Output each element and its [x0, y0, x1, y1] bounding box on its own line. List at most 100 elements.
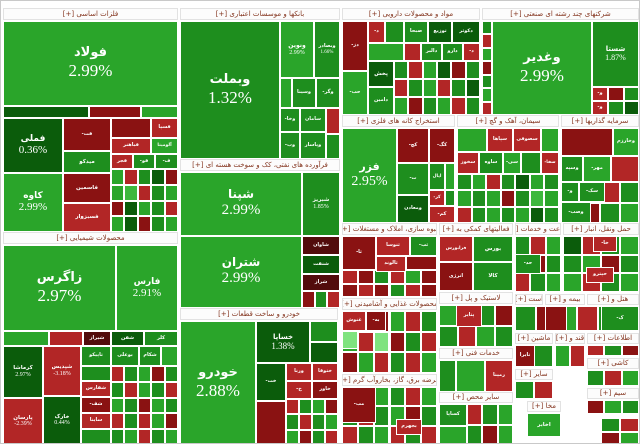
stock-tile-small[interactable]	[299, 429, 312, 443]
stock-tile-small[interactable]	[421, 283, 437, 297]
stock-tile-small[interactable]	[342, 425, 358, 443]
sector-header[interactable]: ماشین [+]	[515, 333, 553, 344]
stock-tile[interactable]: سامان	[300, 108, 326, 132]
stock-tile[interactable]: فت-	[63, 118, 111, 151]
stock-tile-small[interactable]	[437, 61, 452, 79]
stock-tile-small[interactable]	[500, 206, 516, 223]
stock-tile-small[interactable]	[587, 345, 605, 356]
stock-tile[interactable]: مهر-	[583, 156, 611, 182]
stock-tile-small[interactable]	[137, 184, 152, 201]
stock-tile[interactable]: رمپنا	[485, 360, 513, 392]
stock-tile-small[interactable]	[422, 97, 437, 115]
stock-tile-small[interactable]	[141, 106, 178, 118]
sector-header[interactable]: کاشی [+]	[587, 358, 639, 369]
stock-tile-small[interactable]	[124, 184, 138, 201]
stock-tile-small[interactable]	[124, 200, 138, 217]
stock-tile-small[interactable]	[310, 342, 338, 363]
stock-tile[interactable]: کم-	[429, 206, 455, 223]
stock-tile[interactable]: ساوه	[479, 152, 503, 174]
stock-tile-small[interactable]	[541, 128, 559, 152]
stock-tile[interactable]: شبریز 1.85%	[302, 172, 340, 236]
stock-tile-small[interactable]	[357, 425, 374, 443]
stock-tile-small[interactable]	[422, 79, 437, 97]
stock-tile-small[interactable]	[621, 345, 639, 356]
stock-tile[interactable]: ثا-	[342, 236, 376, 270]
stock-tile[interactable]: حد-	[515, 254, 541, 274]
sector-header[interactable]: شرکتهای چند رشته ای صنعتی [+]	[482, 8, 639, 20]
stock-tile-small[interactable]	[486, 190, 501, 207]
sector-header[interactable]: سایر [+]	[515, 369, 553, 380]
stock-tile-small[interactable]	[437, 97, 452, 115]
stock-tile-small[interactable]	[405, 270, 422, 284]
sector-header[interactable]: سرمایه گذاریها [+]	[561, 115, 639, 127]
stock-tile[interactable]: شاوان	[302, 236, 340, 255]
stock-tile[interactable]: شکام	[139, 346, 161, 366]
sector-header[interactable]: بیمه و [+]	[545, 294, 585, 305]
stock-tile[interactable]: ثب-	[410, 236, 437, 256]
stock-tile-small[interactable]	[421, 406, 437, 426]
sector-header[interactable]: سایر محص [+]	[439, 392, 513, 403]
sector-header[interactable]: هتل و [+]	[587, 294, 639, 305]
stock-tile-small[interactable]	[515, 273, 531, 292]
stock-tile-small[interactable]	[357, 352, 374, 373]
stock-tile-small[interactable]	[529, 206, 545, 223]
stock-tile-small[interactable]	[385, 21, 404, 43]
stock-tile[interactable]: حپترو	[586, 267, 614, 283]
sector-header[interactable]: سیم [+]	[587, 388, 639, 399]
stock-tile[interactable]: شپدیس -3.18%	[43, 346, 81, 396]
stock-tile-small[interactable]	[111, 169, 125, 185]
stock-tile-small[interactable]	[394, 61, 409, 79]
stock-tile[interactable]: کگ-	[429, 128, 455, 163]
stock-tile-small[interactable]	[327, 291, 340, 308]
stock-tile[interactable]: وپاسار	[300, 132, 326, 159]
stock-tile-small[interactable]	[408, 97, 423, 115]
stock-tile[interactable]: وب-	[280, 132, 300, 159]
stock-tile-small[interactable]	[451, 97, 466, 115]
stock-tile-small[interactable]	[421, 311, 437, 332]
stock-tile-small[interactable]	[439, 426, 467, 443]
stock-tile[interactable]: کلر	[144, 331, 178, 346]
stock-tile-small[interactable]	[457, 128, 487, 152]
stock-tile[interactable]: شپنا 2.99%	[180, 172, 302, 236]
stock-tile-small[interactable]	[482, 47, 492, 62]
stock-tile-small[interactable]	[111, 397, 125, 414]
stock-tile[interactable]: و-	[592, 101, 608, 115]
stock-tile-small[interactable]	[467, 404, 483, 425]
stock-tile-small[interactable]	[394, 79, 409, 97]
stock-tile-small[interactable]	[373, 270, 390, 284]
stock-tile-small[interactable]	[515, 190, 530, 207]
sector-header[interactable]: سیمان، آهک و گچ [+]	[457, 115, 559, 127]
stock-tile[interactable]: حب-	[342, 71, 368, 115]
stock-tile[interactable]: کر-	[429, 190, 445, 206]
stock-tile-small[interactable]	[545, 273, 561, 292]
stock-tile-small[interactable]	[137, 216, 152, 232]
stock-tile-small[interactable]	[137, 397, 152, 414]
stock-tile[interactable]: سفا-	[541, 152, 559, 174]
stock-tile[interactable]: فسبزوار	[63, 203, 111, 232]
stock-tile[interactable]: دز-	[342, 21, 368, 71]
stock-tile-small[interactable]	[389, 352, 406, 373]
stock-tile-small[interactable]	[124, 381, 138, 398]
stock-tile-small[interactable]	[299, 399, 312, 415]
sector-header[interactable]: خدمات فنی [+]	[439, 348, 513, 359]
stock-tile-small[interactable]	[124, 397, 138, 414]
stock-tile[interactable]: ت-	[397, 163, 429, 195]
stock-tile[interactable]: پارسان -2.39%	[3, 398, 43, 443]
stock-tile-small[interactable]	[310, 321, 338, 342]
stock-tile[interactable]: وگر-	[316, 78, 340, 108]
stock-tile[interactable]: صبحا	[404, 21, 428, 43]
stock-tile-small[interactable]	[342, 283, 358, 297]
stock-tile-small[interactable]	[465, 79, 480, 97]
stock-tile[interactable]: شیراز	[83, 331, 111, 346]
stock-tile-small[interactable]	[439, 326, 458, 347]
stock-tile-small[interactable]	[534, 345, 553, 367]
stock-tile-small[interactable]	[256, 401, 286, 443]
stock-tile-small[interactable]	[314, 291, 328, 308]
stock-tile-small[interactable]	[164, 366, 178, 382]
stock-tile-small[interactable]	[373, 406, 390, 426]
sector-header[interactable]: فلزات اساسی [+]	[3, 8, 178, 20]
stock-tile[interactable]: بوعلی	[111, 346, 139, 366]
stock-tile-small[interactable]	[164, 184, 178, 201]
stock-tile-small[interactable]	[465, 61, 480, 79]
stock-tile-small[interactable]	[137, 200, 152, 217]
